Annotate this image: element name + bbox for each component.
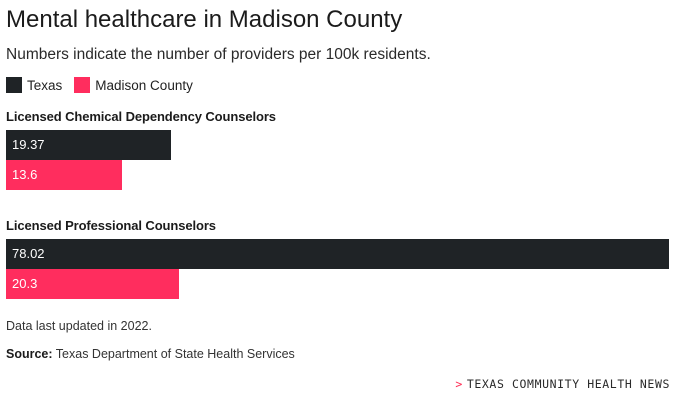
bar-madison-county-licensed-professional-counselors <box>6 269 179 299</box>
chart-title: Mental healthcare in Madison County <box>6 6 403 33</box>
source-text: Texas Department of State Health Service… <box>55 347 295 361</box>
bar-texas-licensed-professional-counselors <box>6 239 669 269</box>
bar-madison-county-licensed-chemical-dependency-counselors <box>6 160 122 190</box>
category-label-licensed-professional-counselors: Licensed Professional Counselors <box>6 218 216 233</box>
source-line: Source: Texas Department of State Health… <box>6 347 295 361</box>
legend-swatch-madison-county <box>74 77 91 93</box>
chart-subtitle: Numbers indicate the number of providers… <box>6 46 431 63</box>
legend-label-texas: Texas <box>27 77 63 93</box>
legend-swatch-texas <box>6 77 22 93</box>
bar-value-label: 13.6 <box>12 167 38 182</box>
data-note: Data last updated in 2022. <box>6 319 152 333</box>
legend: Texas Madison County <box>6 77 205 93</box>
legend-label-madison-county: Madison County <box>95 77 193 93</box>
legend-item-madison-county: Madison County <box>74 77 193 93</box>
brand-name: TEXAS COMMUNITY HEALTH NEWS <box>466 377 670 391</box>
bar-value-label: 19.37 <box>12 137 45 152</box>
chevron-right-icon: > <box>455 377 463 391</box>
legend-item-texas: Texas <box>6 77 62 93</box>
category-label-licensed-chemical-dependency-counselors: Licensed Chemical Dependency Counselors <box>6 109 276 124</box>
brand-wordmark: > TEXAS COMMUNITY HEALTH NEWS <box>455 377 670 391</box>
bar-value-label: 78.02 <box>12 246 45 261</box>
bar-value-label: 20.3 <box>12 276 38 291</box>
bar-texas-licensed-chemical-dependency-counselors <box>6 130 171 160</box>
source-label: Source: <box>6 347 53 361</box>
